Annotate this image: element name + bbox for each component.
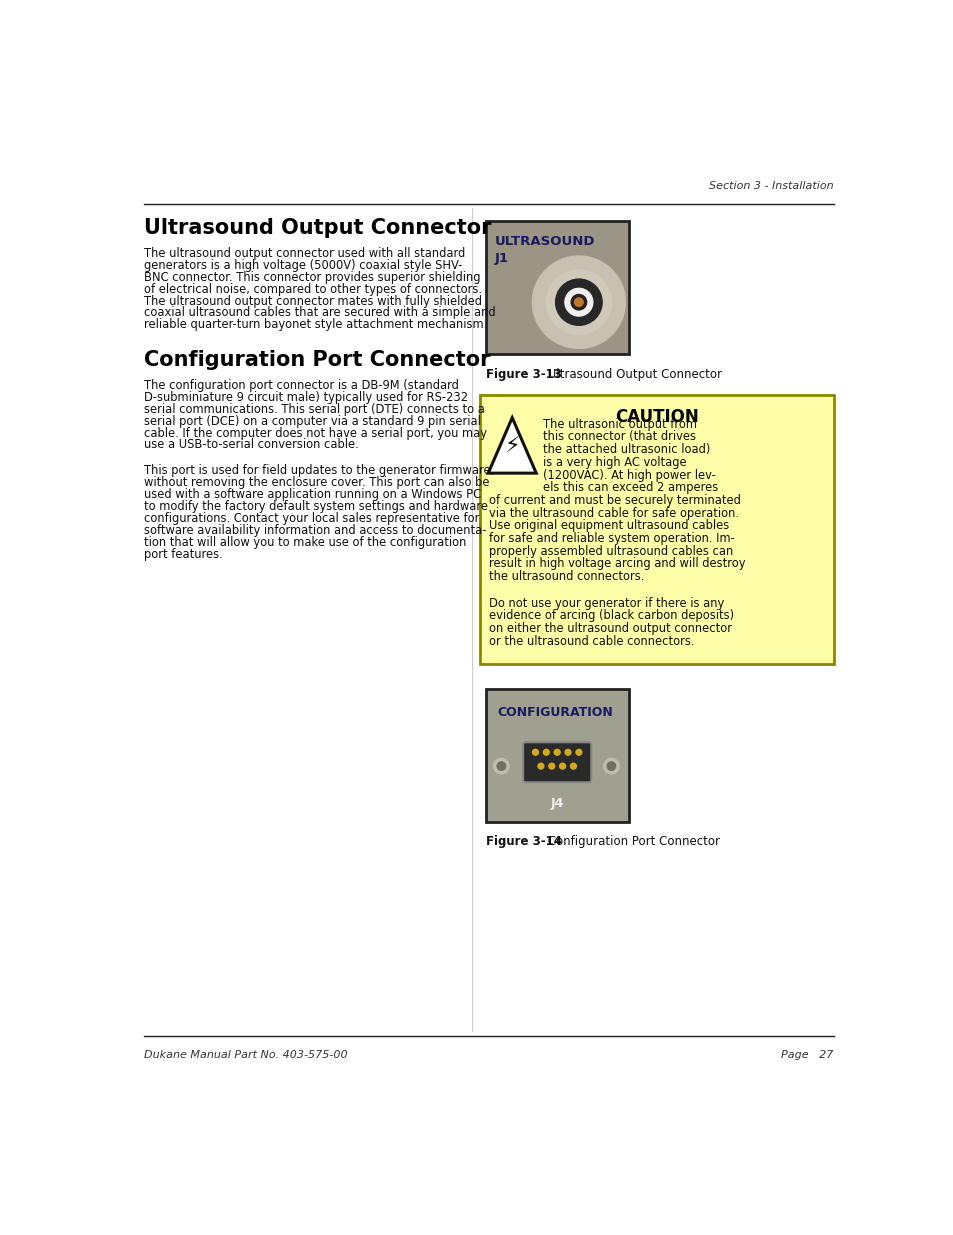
Text: use a USB-to-serial conversion cable.: use a USB-to-serial conversion cable. (144, 438, 358, 452)
Circle shape (554, 750, 559, 755)
Circle shape (532, 256, 625, 348)
Text: configurations. Contact your local sales representative for: configurations. Contact your local sales… (144, 513, 479, 525)
Text: (1200VAC). At high power lev-: (1200VAC). At high power lev- (542, 468, 715, 482)
Text: Dukane Manual Part No. 403-575-00: Dukane Manual Part No. 403-575-00 (144, 1050, 347, 1060)
Text: reliable quarter-turn bayonet style attachment mechanism.: reliable quarter-turn bayonet style atta… (144, 319, 487, 331)
Circle shape (532, 750, 537, 755)
Text: Configuration Port Connector: Configuration Port Connector (543, 835, 720, 848)
Text: the attached ultrasonic load): the attached ultrasonic load) (542, 443, 710, 456)
Text: Section 3 - Installation: Section 3 - Installation (708, 182, 833, 191)
Text: for safe and reliable system operation. Im-: for safe and reliable system operation. … (489, 532, 734, 545)
Text: The configuration port connector is a DB-9M (standard: The configuration port connector is a DB… (144, 379, 458, 391)
Circle shape (555, 279, 601, 325)
Circle shape (570, 763, 576, 769)
Circle shape (537, 763, 543, 769)
Text: without removing the enclosure cover. This port can also be: without removing the enclosure cover. Th… (144, 477, 489, 489)
Circle shape (543, 750, 549, 755)
Text: serial port (DCE) on a computer via a standard 9 pin serial: serial port (DCE) on a computer via a st… (144, 415, 480, 427)
Text: Ultrasound Output Connector: Ultrasound Output Connector (543, 368, 721, 380)
Text: Do not use your generator if there is any: Do not use your generator if there is an… (489, 597, 723, 610)
Text: The ultrasonic output from: The ultrasonic output from (542, 417, 697, 431)
FancyBboxPatch shape (522, 742, 591, 782)
Text: J1: J1 (495, 252, 509, 266)
Text: The ultrasound output connector used with all standard: The ultrasound output connector used wit… (144, 247, 465, 259)
Text: Ultrasound Output Connector: Ultrasound Output Connector (144, 217, 491, 237)
Circle shape (546, 270, 611, 335)
Text: coaxial ultrasound cables that are secured with a simple and: coaxial ultrasound cables that are secur… (144, 306, 496, 320)
Text: via the ultrasound cable for safe operation.: via the ultrasound cable for safe operat… (489, 506, 739, 520)
Text: this connector (that drives: this connector (that drives (542, 431, 696, 443)
FancyBboxPatch shape (479, 395, 833, 664)
Text: Figure 3-13: Figure 3-13 (485, 368, 561, 380)
Text: D-subminiature 9 circuit male) typically used for RS-232: D-subminiature 9 circuit male) typically… (144, 390, 468, 404)
Circle shape (497, 762, 505, 771)
Circle shape (493, 758, 509, 774)
Circle shape (573, 296, 583, 308)
Text: cable. If the computer does not have a serial port, you may: cable. If the computer does not have a s… (144, 426, 487, 440)
Circle shape (574, 298, 582, 306)
Text: of electrical noise, compared to other types of connectors.: of electrical noise, compared to other t… (144, 283, 481, 295)
Text: Configuration Port Connector: Configuration Port Connector (144, 350, 490, 369)
Circle shape (555, 279, 601, 325)
Text: CONFIGURATION: CONFIGURATION (497, 706, 613, 719)
Text: or the ultrasound cable connectors.: or the ultrasound cable connectors. (489, 635, 694, 648)
Circle shape (544, 268, 613, 336)
Text: The ultrasound output connector mates with fully shielded: The ultrasound output connector mates wi… (144, 294, 481, 308)
Text: This port is used for field updates to the generator firmware,: This port is used for field updates to t… (144, 464, 494, 477)
Text: tion that will allow you to make use of the configuration: tion that will allow you to make use of … (144, 536, 466, 548)
Text: the ultrasound connectors.: the ultrasound connectors. (489, 571, 643, 583)
FancyBboxPatch shape (485, 689, 629, 821)
Text: of current and must be securely terminated: of current and must be securely terminat… (489, 494, 740, 506)
Circle shape (567, 291, 589, 312)
Text: Page   27: Page 27 (781, 1050, 833, 1060)
Circle shape (564, 750, 570, 755)
Text: generators is a high voltage (5000V) coaxial style SHV-: generators is a high voltage (5000V) coa… (144, 258, 462, 272)
Text: ULTRASOUND: ULTRASOUND (495, 235, 595, 248)
Circle shape (603, 758, 618, 774)
Text: evidence of arcing (black carbon deposits): evidence of arcing (black carbon deposit… (489, 609, 733, 622)
Circle shape (564, 288, 592, 316)
Text: serial communications. This serial port (DTE) connects to a: serial communications. This serial port … (144, 403, 484, 416)
Text: is a very high AC voltage: is a very high AC voltage (542, 456, 686, 469)
Text: properly assembled ultrasound cables can: properly assembled ultrasound cables can (489, 545, 733, 558)
Text: J4: J4 (550, 797, 563, 810)
Text: BNC connector. This connector provides superior shielding: BNC connector. This connector provides s… (144, 270, 480, 284)
Polygon shape (488, 417, 536, 473)
FancyBboxPatch shape (485, 221, 629, 353)
Text: port features.: port features. (144, 548, 223, 561)
Text: result in high voltage arcing and will destroy: result in high voltage arcing and will d… (489, 557, 744, 571)
Text: Use original equipment ultrasound cables: Use original equipment ultrasound cables (489, 520, 728, 532)
Text: used with a software application running on a Windows PC: used with a software application running… (144, 488, 480, 501)
Text: software availability information and access to documenta-: software availability information and ac… (144, 524, 486, 537)
Circle shape (576, 750, 581, 755)
Circle shape (571, 294, 586, 310)
Circle shape (606, 762, 615, 771)
Text: on either the ultrasound output connector: on either the ultrasound output connecto… (489, 622, 731, 635)
Circle shape (561, 285, 596, 319)
Text: Figure 3-14: Figure 3-14 (485, 835, 561, 848)
Text: to modify the factory default system settings and hardware: to modify the factory default system set… (144, 500, 488, 513)
Circle shape (559, 763, 565, 769)
Text: ⚡: ⚡ (504, 436, 519, 457)
Circle shape (548, 763, 554, 769)
Text: CAUTION: CAUTION (615, 409, 698, 426)
Text: els this can exceed 2 amperes: els this can exceed 2 amperes (542, 482, 718, 494)
